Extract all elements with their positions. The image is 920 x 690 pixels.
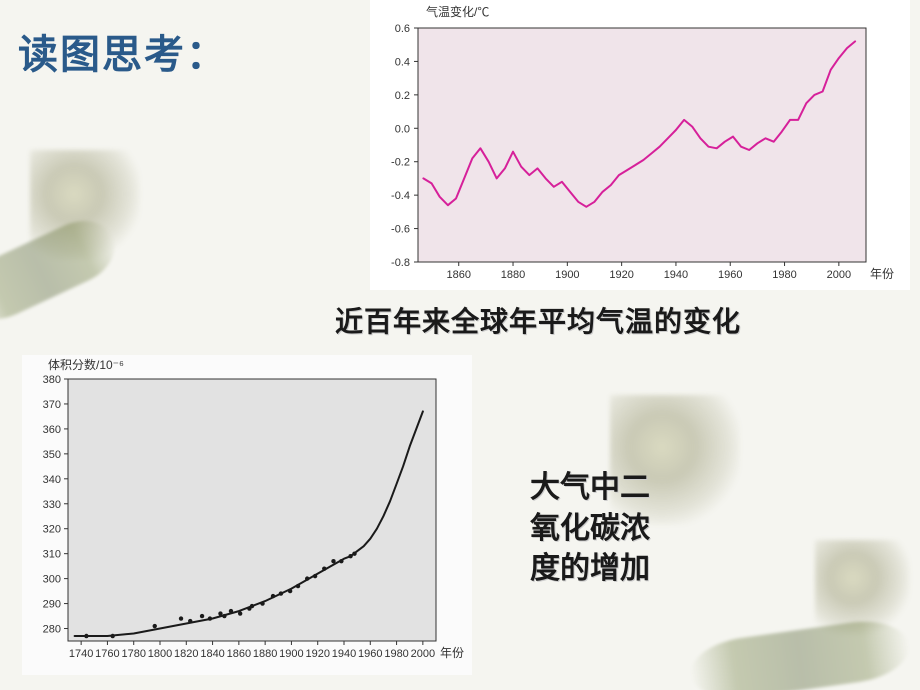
svg-text:1820: 1820 <box>174 648 198 660</box>
svg-text:330: 330 <box>43 499 61 511</box>
svg-text:1920: 1920 <box>305 648 329 660</box>
page-title: 读图思考： <box>18 22 228 80</box>
svg-text:1960: 1960 <box>718 269 742 281</box>
svg-text:-0.4: -0.4 <box>391 190 410 202</box>
svg-text:360: 360 <box>43 424 61 436</box>
svg-text:1900: 1900 <box>279 648 303 660</box>
svg-text:-0.2: -0.2 <box>391 157 410 169</box>
svg-text:0.6: 0.6 <box>395 23 410 35</box>
svg-text:1920: 1920 <box>609 269 633 281</box>
svg-text:1760: 1760 <box>95 648 119 660</box>
svg-text:1800: 1800 <box>148 648 172 660</box>
svg-text:1860: 1860 <box>227 648 251 660</box>
temperature-chart: 气温变化/℃ -0.8 -0.6 -0.4 -0.2 0.0 0.2 0.4 0.6 1860 18… <box>370 0 910 290</box>
svg-text:1980: 1980 <box>384 648 408 660</box>
chart2-caption-line: 大气中二 <box>530 471 650 504</box>
svg-text:340: 340 <box>43 474 61 486</box>
co2-chart: 体积分数/10⁻⁶ 280 290 300 310 320 330 340 350 360 370 3… <box>22 355 472 675</box>
svg-text:370: 370 <box>43 399 61 411</box>
chart1-caption: 近百年来全球年平均气温的变化 <box>335 300 741 340</box>
svg-text:300: 300 <box>43 574 61 586</box>
svg-text:2000: 2000 <box>411 648 435 660</box>
svg-text:1980: 1980 <box>772 269 796 281</box>
temperature-chart-svg: 气温变化/℃ -0.8 -0.6 -0.4 -0.2 0.0 0.2 0.4 0.6 1860 18… <box>370 0 910 290</box>
chart2-caption-line: 氧化碳浓 <box>530 512 650 545</box>
svg-text:290: 290 <box>43 599 61 611</box>
svg-text:380: 380 <box>43 374 61 386</box>
svg-text:310: 310 <box>43 549 61 561</box>
svg-text:1940: 1940 <box>332 648 356 660</box>
chart2-caption-line: 度的增加 <box>530 552 650 585</box>
svg-text:1740: 1740 <box>69 648 93 660</box>
svg-text:体积分数/10⁻⁶: 体积分数/10⁻⁶ <box>48 357 124 372</box>
svg-text:年份: 年份 <box>440 646 464 660</box>
svg-text:1840: 1840 <box>200 648 224 660</box>
chart2-caption: 大气中二 氧化碳浓 度的增加 <box>530 468 650 590</box>
svg-text:1780: 1780 <box>121 648 145 660</box>
svg-text:年份: 年份 <box>870 267 894 281</box>
svg-text:1880: 1880 <box>501 269 525 281</box>
svg-text:0.2: 0.2 <box>395 90 410 102</box>
svg-text:0.0: 0.0 <box>395 123 410 135</box>
svg-text:1880: 1880 <box>253 648 277 660</box>
svg-text:气温变化/℃: 气温变化/℃ <box>426 4 489 19</box>
svg-text:320: 320 <box>43 524 61 536</box>
svg-text:1900: 1900 <box>555 269 579 281</box>
svg-text:2000: 2000 <box>827 269 851 281</box>
svg-text:280: 280 <box>43 624 61 636</box>
svg-text:-0.8: -0.8 <box>391 257 410 269</box>
svg-text:0.4: 0.4 <box>395 56 410 68</box>
svg-text:1860: 1860 <box>446 269 470 281</box>
co2-chart-svg: 体积分数/10⁻⁶ 280 290 300 310 320 330 340 350 360 370 3… <box>22 355 472 675</box>
svg-text:1960: 1960 <box>358 648 382 660</box>
svg-text:1940: 1940 <box>664 269 688 281</box>
svg-text:-0.6: -0.6 <box>391 224 410 236</box>
svg-text:350: 350 <box>43 449 61 461</box>
